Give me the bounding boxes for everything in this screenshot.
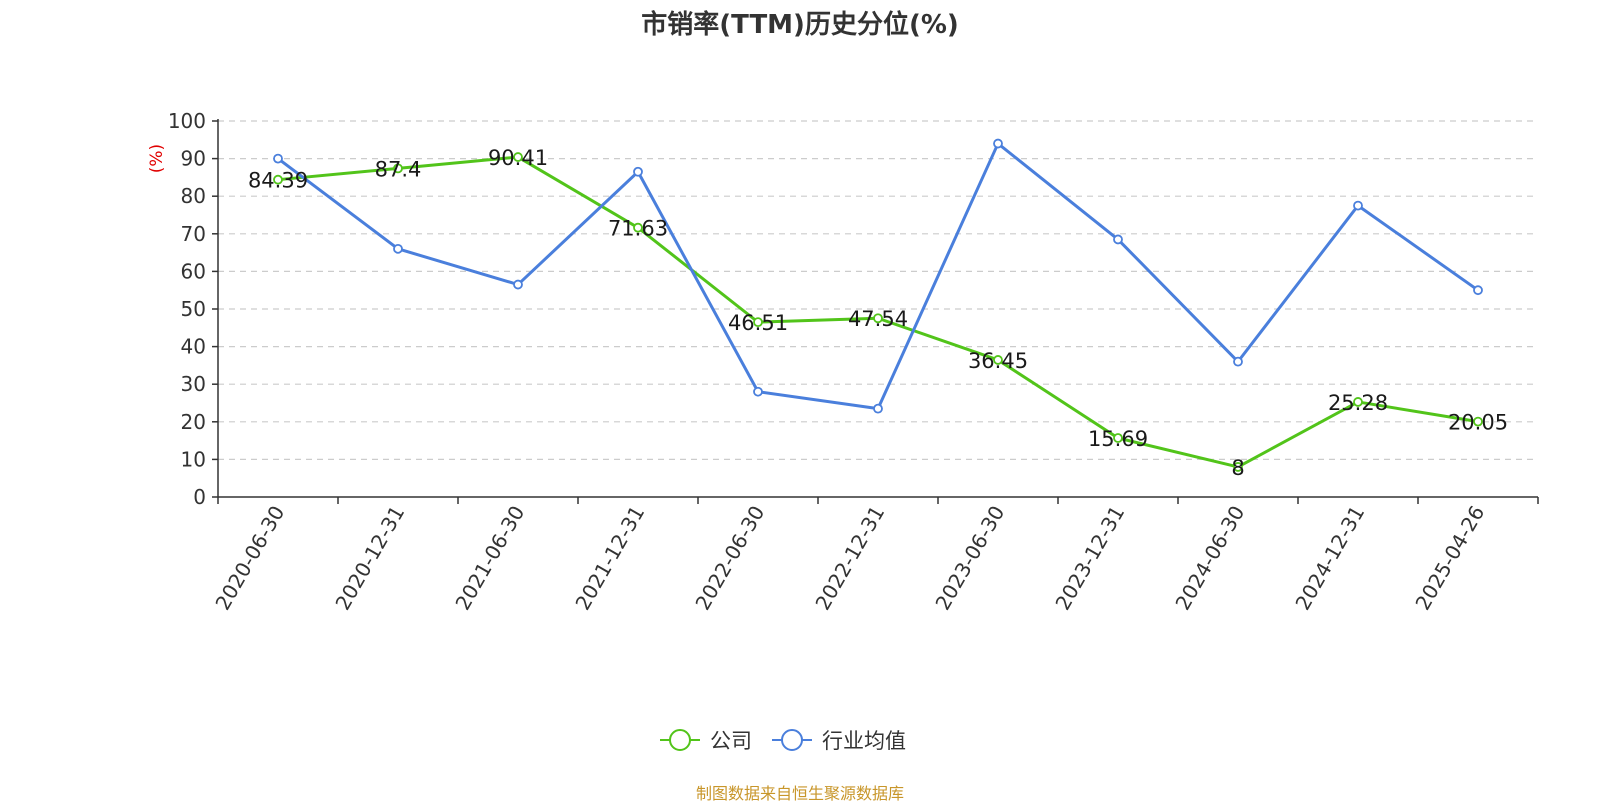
data-point <box>1233 356 1243 367</box>
y-tick-label: 50 <box>181 297 206 321</box>
chart-title: 市销率(TTM)历史分位(%) <box>641 10 959 40</box>
data-point <box>873 313 883 324</box>
y-axis-label: (%) <box>147 144 167 173</box>
data-point <box>1353 397 1363 407</box>
data-point <box>513 152 523 162</box>
x-tick-label: 2025-04-26 <box>1410 502 1489 615</box>
data-labels: 84.39 87.4 90.41 71.63 46.51 47.54 36.45 15.69 8… <box>248 146 1508 480</box>
data-point <box>1113 433 1123 443</box>
x-tick-label: 2021-06-30 <box>450 502 529 615</box>
grid-lines <box>218 120 1538 460</box>
data-label: 47.54 <box>848 307 908 331</box>
axes: 0 10 20 30 40 50 60 70 80 90 100(%) 2020-06-30 2020-… <box>147 109 1539 615</box>
legend-circle-icon <box>781 729 803 751</box>
data-point <box>513 279 523 290</box>
data-point <box>1113 234 1123 245</box>
x-tick-label: 2023-06-30 <box>930 502 1009 615</box>
data-label: 8 <box>1231 456 1244 480</box>
x-tick-label: 2020-06-30 <box>210 502 289 615</box>
y-tick-label: 60 <box>181 259 206 283</box>
legend-label: 行业均值 <box>822 729 906 753</box>
data-label: 87.4 <box>375 157 422 181</box>
legend-label: 公司 <box>710 729 752 753</box>
y-tick-label: 70 <box>181 222 206 246</box>
data-label: 36.45 <box>968 349 1028 373</box>
data-point <box>633 166 643 177</box>
x-tick-label: 2023-12-31 <box>1050 502 1129 615</box>
data-point <box>753 317 763 328</box>
series-line-1 <box>277 142 1479 411</box>
data-point <box>393 163 403 174</box>
x-tick-label: 2020-12-31 <box>330 502 409 615</box>
y-tick-label: 100 <box>168 109 206 133</box>
data-point <box>393 243 403 254</box>
source-note: 制图数据来自恒生聚源数据库 <box>695 784 904 803</box>
data-point <box>1473 285 1483 296</box>
data-point <box>753 386 763 397</box>
x-tick-label: 2021-12-31 <box>570 502 649 615</box>
data-point <box>1353 200 1363 211</box>
data-label: 71.63 <box>608 217 668 241</box>
data-label: 46.51 <box>728 311 788 335</box>
y-tick-label: 80 <box>181 184 206 208</box>
data-label: 90.41 <box>488 146 548 170</box>
data-label: 15.69 <box>1088 427 1148 451</box>
legend-circle-icon <box>669 729 691 751</box>
data-label: 84.39 <box>248 169 308 193</box>
data-point <box>1233 462 1243 472</box>
x-tick-label: 2022-06-30 <box>690 502 769 615</box>
y-tick-label: 20 <box>181 410 206 434</box>
data-label: 25.28 <box>1328 391 1388 415</box>
data-point <box>633 222 643 233</box>
data-point <box>273 174 283 185</box>
legend: 公司 行业均值 <box>660 729 906 753</box>
series-lines <box>273 138 1483 472</box>
data-point <box>273 153 283 164</box>
y-tick-label: 40 <box>181 335 206 359</box>
y-tick-label: 0 <box>193 485 206 509</box>
y-tick-label: 10 <box>181 447 206 471</box>
x-tick-label: 2024-06-30 <box>1170 502 1249 615</box>
x-tick-label: 2024-12-31 <box>1290 502 1369 615</box>
data-point <box>993 138 1003 149</box>
y-tick-label: 30 <box>181 372 206 396</box>
x-tick-label: 2022-12-31 <box>810 502 889 615</box>
data-point <box>1473 416 1483 427</box>
data-point <box>873 403 883 414</box>
data-point <box>993 355 1003 365</box>
data-label: 20.05 <box>1448 411 1508 435</box>
y-tick-label: 90 <box>181 147 206 171</box>
